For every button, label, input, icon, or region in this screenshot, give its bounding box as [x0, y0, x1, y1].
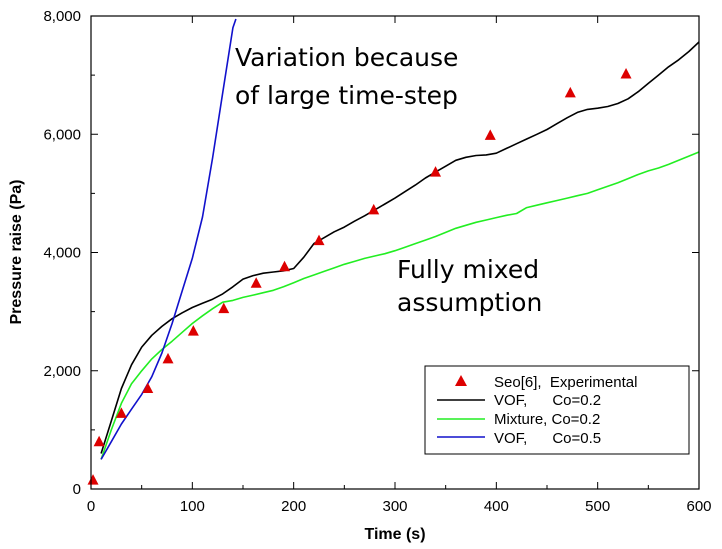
experimental-point	[564, 86, 576, 98]
experimental-point	[368, 203, 380, 215]
x-tick-label: 600	[686, 498, 711, 515]
legend-marker-experimental	[455, 375, 467, 386]
legend-label-vof-co02: VOF, Co=0.2	[494, 392, 601, 409]
y-tick-label: 0	[73, 481, 81, 498]
experimental-point	[250, 277, 262, 288]
tick-layer: 0 100 200 300 400 500 600 0 2,000 4,000 6,000 8,000	[43, 8, 711, 515]
series-line-3	[100, 18, 237, 460]
y-tick-label: 4,000	[43, 245, 81, 262]
x-tick-label: 200	[281, 498, 306, 515]
experimental-point	[313, 234, 325, 246]
experimental-point	[620, 67, 632, 79]
x-tick-label: 100	[180, 498, 205, 515]
experimental-point	[279, 260, 291, 272]
x-tick-label: 0	[87, 498, 95, 515]
series-line-1	[100, 41, 699, 454]
x-tick-label: 400	[484, 498, 509, 515]
annotation-fully-mixed-line-1: Fully mixed	[397, 255, 539, 284]
legend-label-experimental: Seo[6], Experimental	[494, 374, 637, 391]
experimental-point	[87, 474, 99, 485]
y-tick-label: 8,000	[43, 8, 81, 25]
experimental-point	[218, 302, 230, 314]
experimental-point	[162, 352, 174, 364]
series-line-2	[100, 151, 699, 460]
experimental-point	[115, 407, 127, 418]
series-layer	[100, 18, 699, 460]
annotation-fully-mixed-line-2: assumption	[397, 288, 542, 317]
y-tick-label: 6,000	[43, 126, 81, 143]
legend: Seo[6], Experimental VOF, Co=0.2 Mixture…	[424, 365, 690, 455]
experimental-point	[142, 382, 154, 393]
legend-box	[424, 365, 690, 455]
x-axis-title: Time (s)	[364, 526, 425, 543]
marker-layer	[87, 67, 632, 485]
annotation-time-step-line-2: of large time-step	[235, 81, 458, 110]
legend-label-mixture-co02: Mixture, Co=0.2	[494, 411, 600, 428]
annotation-time-step-line-1: Variation because	[235, 43, 458, 72]
x-tick-label: 500	[585, 498, 610, 515]
y-axis-title: Pressure raise (Pa)	[8, 180, 25, 325]
legend-label-vof-co05: VOF, Co=0.5	[494, 430, 601, 447]
experimental-point	[93, 435, 105, 447]
y-tick-label: 2,000	[43, 363, 81, 380]
experimental-point	[484, 129, 496, 140]
experimental-point	[187, 325, 199, 336]
x-tick-label: 300	[382, 498, 407, 515]
experimental-point	[430, 166, 442, 177]
